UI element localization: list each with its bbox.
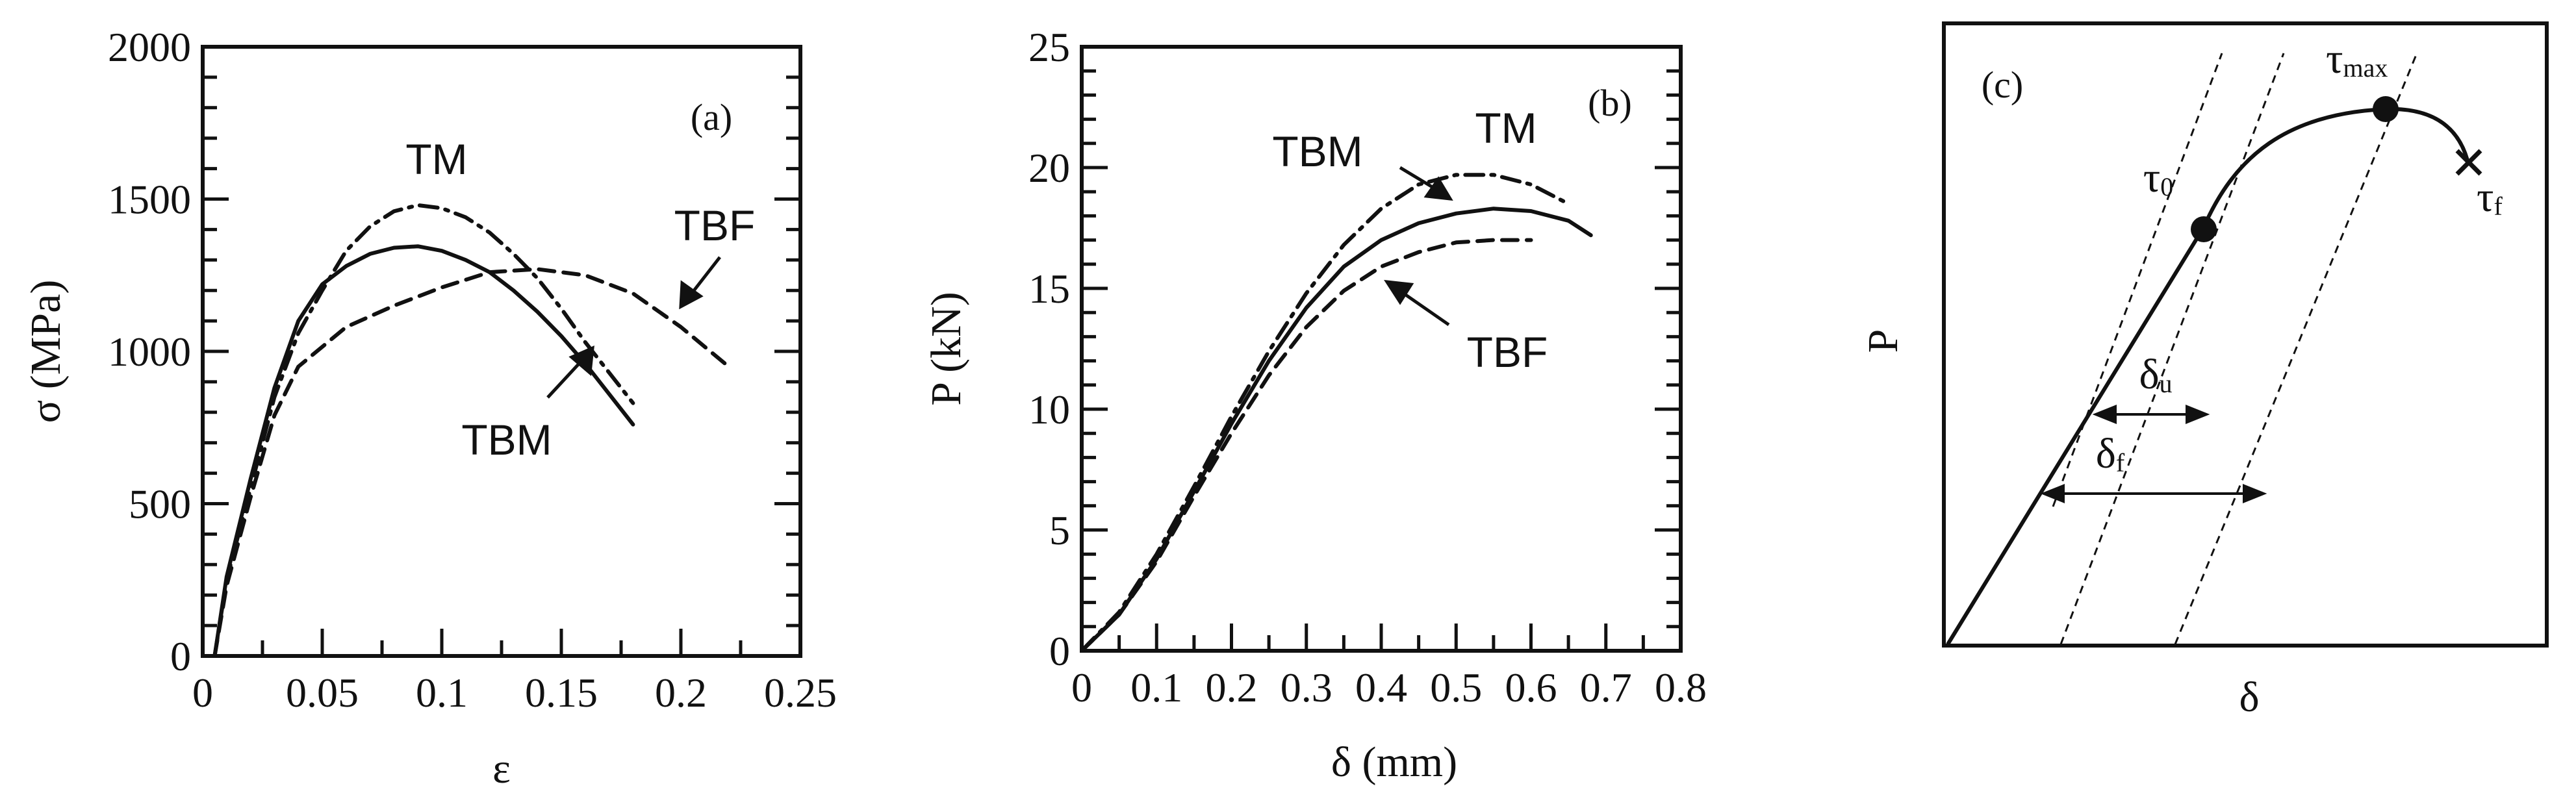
x-tick-label: 0.4 <box>1355 664 1407 711</box>
y-tick-label: 0 <box>170 633 191 679</box>
panel-a-arrow-tbf <box>679 256 721 310</box>
panel-c-label-delta-u: δu <box>2139 351 2172 398</box>
x-tick-label: 0 <box>1071 664 1092 711</box>
y-tick-label: 5 <box>1049 507 1070 553</box>
panel-a-tick-labels: 0 0.05 0.1 0.15 0.2 0.25 0 500 1000 1500 2000 <box>108 24 837 716</box>
series-line-tbm <box>212 244 635 658</box>
panel-a-annotation-tm: TM <box>405 135 467 183</box>
x-tick-label: 0.05 <box>286 670 359 716</box>
y-tick-label: 25 <box>1028 24 1070 70</box>
x-tick-label: 0 <box>192 670 213 716</box>
panel-a-ticks <box>201 45 802 658</box>
panel-c-y-label: P <box>1859 329 1907 353</box>
panel-c-label-delta-f: δf <box>2096 430 2125 477</box>
x-tick-label: 0.6 <box>1505 664 1557 711</box>
y-tick-label: 500 <box>129 481 191 527</box>
series-line-tbf <box>1080 238 1533 653</box>
panel-c-point-tau0 <box>2191 216 2217 242</box>
x-tick-label: 0.2 <box>1206 664 1258 711</box>
panel-c-label-taumax: τmax <box>2326 35 2388 82</box>
x-tick-label: 0.1 <box>416 670 468 716</box>
panel-c-x-label: δ <box>2239 674 2259 721</box>
y-tick-label: 15 <box>1028 266 1070 312</box>
panel-c-dashed-line-2 <box>2174 53 2418 645</box>
panel-a-panel-label: (a) <box>691 96 732 138</box>
panel-c-dashed-line-1 <box>2060 53 2285 645</box>
x-tick-label: 0.3 <box>1281 664 1333 711</box>
series-line-tbm <box>1080 207 1593 653</box>
panel-b-panel-label: (b) <box>1588 82 1632 124</box>
panel-b-annotation-tbm: TBM <box>1272 127 1362 175</box>
y-tick-label: 2000 <box>108 24 191 70</box>
x-tick-label: 0.2 <box>655 670 707 716</box>
y-tick-label: 0 <box>1049 628 1070 674</box>
series-line-tm <box>1080 173 1571 653</box>
panel-b-tick-labels: 0 0.1 0.2 0.3 0.4 0.5 0.6 0.7 0.8 0 5 10 15 20 25 <box>1028 24 1707 711</box>
panel-b-arrow-tbm <box>1399 166 1453 201</box>
x-tick-label: 0.15 <box>525 670 598 716</box>
panel-c-measure-delta-f <box>2040 484 2267 503</box>
panel-a-arrow-tbm <box>546 345 594 399</box>
x-tick-label: 0.5 <box>1430 664 1482 711</box>
panel-a-annotation-tbf: TBF <box>674 201 756 249</box>
panel-a-chart: 0 0.05 0.1 0.15 0.2 0.25 0 500 1000 1500 2000 ε σ … <box>22 24 837 792</box>
panel-b-y-label: P (kN) <box>923 292 970 405</box>
series-line-tbf <box>212 267 731 658</box>
panel-b-annotation-tm: TM <box>1475 104 1537 152</box>
panel-c-panel-label: (c) <box>1982 64 2023 106</box>
x-tick-label: 0.8 <box>1655 664 1707 711</box>
panel-b-ticks <box>1080 45 1683 653</box>
x-tick-label: 0.1 <box>1130 664 1182 711</box>
x-tick-label: 0.25 <box>764 670 837 716</box>
panel-a-y-label: σ (MPa) <box>22 280 70 423</box>
panel-b-chart: 0 0.1 0.2 0.3 0.4 0.5 0.6 0.7 0.8 0 5 10 15 20 25 δ (m… <box>923 24 1707 786</box>
panel-a-x-label: ε <box>492 745 511 792</box>
panel-c-frame <box>1942 21 2549 648</box>
panel-b-series <box>1080 173 1593 653</box>
x-tick-label: 0.7 <box>1580 664 1632 711</box>
panel-b-annotation-tbf: TBF <box>1467 328 1548 376</box>
y-tick-label: 1000 <box>108 329 191 375</box>
panel-b-plot-frame <box>1080 45 1683 653</box>
panel-b-x-label: δ (mm) <box>1331 738 1457 786</box>
y-tick-label: 1500 <box>108 177 191 223</box>
panel-c-label-tau0: τ0 <box>2143 154 2174 201</box>
panel-b-arrow-tbf <box>1384 279 1450 327</box>
series-line-tm <box>212 203 635 658</box>
panel-c-diagram: (c) δ P τ0 τmax τf δu δf <box>1859 21 2549 721</box>
panel-c-point-taumax <box>2373 96 2399 122</box>
panel-c-dashed-line-3 <box>2052 53 2223 507</box>
panel-c-load-curve <box>1946 107 2471 646</box>
panel-c-label-tauf: τf <box>2477 173 2503 221</box>
y-tick-label: 10 <box>1028 386 1070 433</box>
y-tick-label: 20 <box>1028 145 1070 191</box>
panel-a-annotation-tbm: TBM <box>461 416 552 464</box>
panel-c-point-tauf <box>2455 149 2482 176</box>
panel-a-series <box>212 203 731 658</box>
panel-c-measure-delta-u <box>2092 405 2210 424</box>
